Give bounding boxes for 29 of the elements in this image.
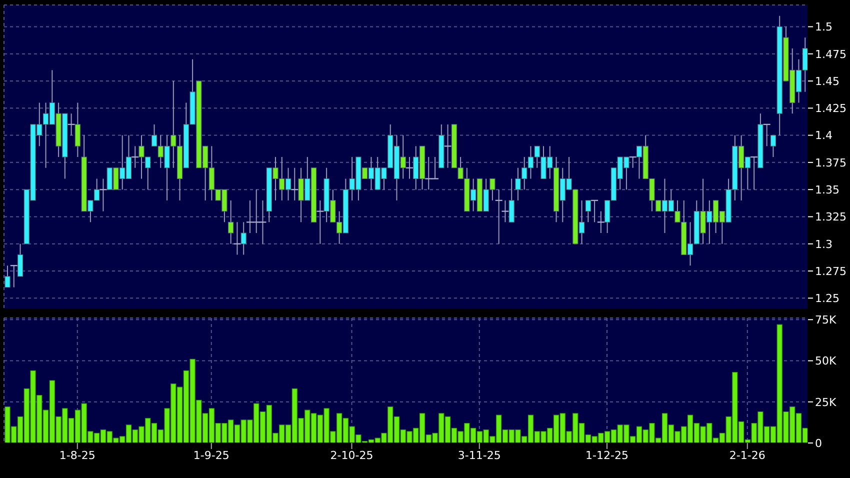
candlestick bbox=[17, 243, 24, 277]
y-tick-label: 1.35 bbox=[815, 183, 840, 196]
x-tick-label: 1-12-25 bbox=[586, 448, 628, 462]
y-tick-label: 1.5 bbox=[815, 20, 832, 34]
candlestick bbox=[240, 222, 246, 256]
y-tick-label: 1.325 bbox=[815, 210, 846, 224]
y-tick-label: 1.25 bbox=[815, 292, 840, 306]
y-tick-label: 0 bbox=[815, 436, 822, 450]
candlestick bbox=[585, 200, 591, 223]
y-tick-label: 1.475 bbox=[815, 48, 846, 61]
y-tick-label: 1.45 bbox=[815, 74, 840, 88]
x-tick-label: 1-9-25 bbox=[193, 448, 230, 462]
y-tick-label: 1.375 bbox=[815, 156, 846, 170]
y-tick-label: 75K bbox=[815, 314, 837, 327]
candlestick bbox=[228, 200, 234, 244]
candlestick bbox=[74, 102, 80, 158]
candlestick bbox=[4, 265, 10, 288]
candlestick bbox=[770, 134, 776, 158]
y-tick-label: 1.275 bbox=[815, 264, 846, 278]
x-tick-label: 3-11-25 bbox=[458, 448, 501, 462]
x-tick-label: 1-8-25 bbox=[59, 448, 96, 462]
x-tick-label: 2-10-25 bbox=[330, 448, 374, 462]
y-tick-label: 1.425 bbox=[815, 102, 846, 116]
x-tick-label: 2-1-26 bbox=[729, 448, 766, 462]
y-tick-label: 25K bbox=[815, 396, 837, 409]
candlestick bbox=[508, 178, 514, 223]
y-tick-label: 50K bbox=[815, 354, 837, 368]
y-tick-label: 1.3 bbox=[815, 238, 832, 251]
y-tick-label: 1.4 bbox=[815, 129, 832, 142]
